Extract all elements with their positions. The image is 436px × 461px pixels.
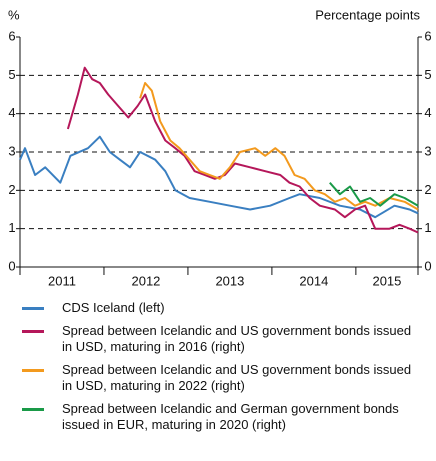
x-tick-label: 2014 [299,273,328,288]
y-tick-label: 4 [8,105,15,120]
legend-label: Spread between Icelandic and German gove… [62,401,399,432]
x-tick-label: 2012 [131,273,160,288]
y2-tick-label: 5 [424,67,431,82]
series-line [19,135,419,219]
series-line [66,66,419,234]
y-tick-label: 3 [8,143,15,158]
y-tick-label: 0 [8,258,15,273]
legend-swatch [22,307,44,310]
y2-tick-label: 1 [424,220,431,235]
legend-label: CDS Iceland (left) [62,300,165,315]
y-tick-label: 6 [8,28,15,43]
y-tick-label: 2 [8,182,15,197]
y2-tick-label: 6 [424,28,431,43]
legend-item: Spread between Icelandic and German gove… [22,401,432,433]
series-line [329,182,419,207]
x-tick-label: 2011 [48,273,76,288]
x-tick-label: 2015 [372,273,401,288]
legend-item: Spread between Icelandic and US governme… [22,323,432,355]
legend-label: Spread between Icelandic and US governme… [62,362,412,393]
legend: CDS Iceland (left) Spread between Iceland… [22,300,432,440]
y2-tick-label: 3 [424,143,431,158]
y-tick-label: 1 [8,220,15,235]
x-tick-label: 2013 [215,273,244,288]
legend-swatch [22,330,44,333]
legend-item: Spread between Icelandic and US governme… [22,362,432,394]
y2-axis-label: Percentage points [315,7,420,22]
legend-swatch [22,369,44,372]
series-line [139,82,419,211]
y-tick-label: 5 [8,67,15,82]
legend-label: Spread between Icelandic and US governme… [62,323,412,354]
legend-swatch [22,408,44,411]
legend-item: CDS Iceland (left) [22,300,432,316]
y2-tick-label: 0 [424,258,431,273]
y2-tick-label: 4 [424,105,431,120]
y2-tick-label: 2 [424,182,431,197]
chart: % Percentage points 0 1 2 3 4 5 6 0 1 2 3 4 5 6 2011 20… [8,7,432,288]
y-axis-label: % [8,7,20,22]
